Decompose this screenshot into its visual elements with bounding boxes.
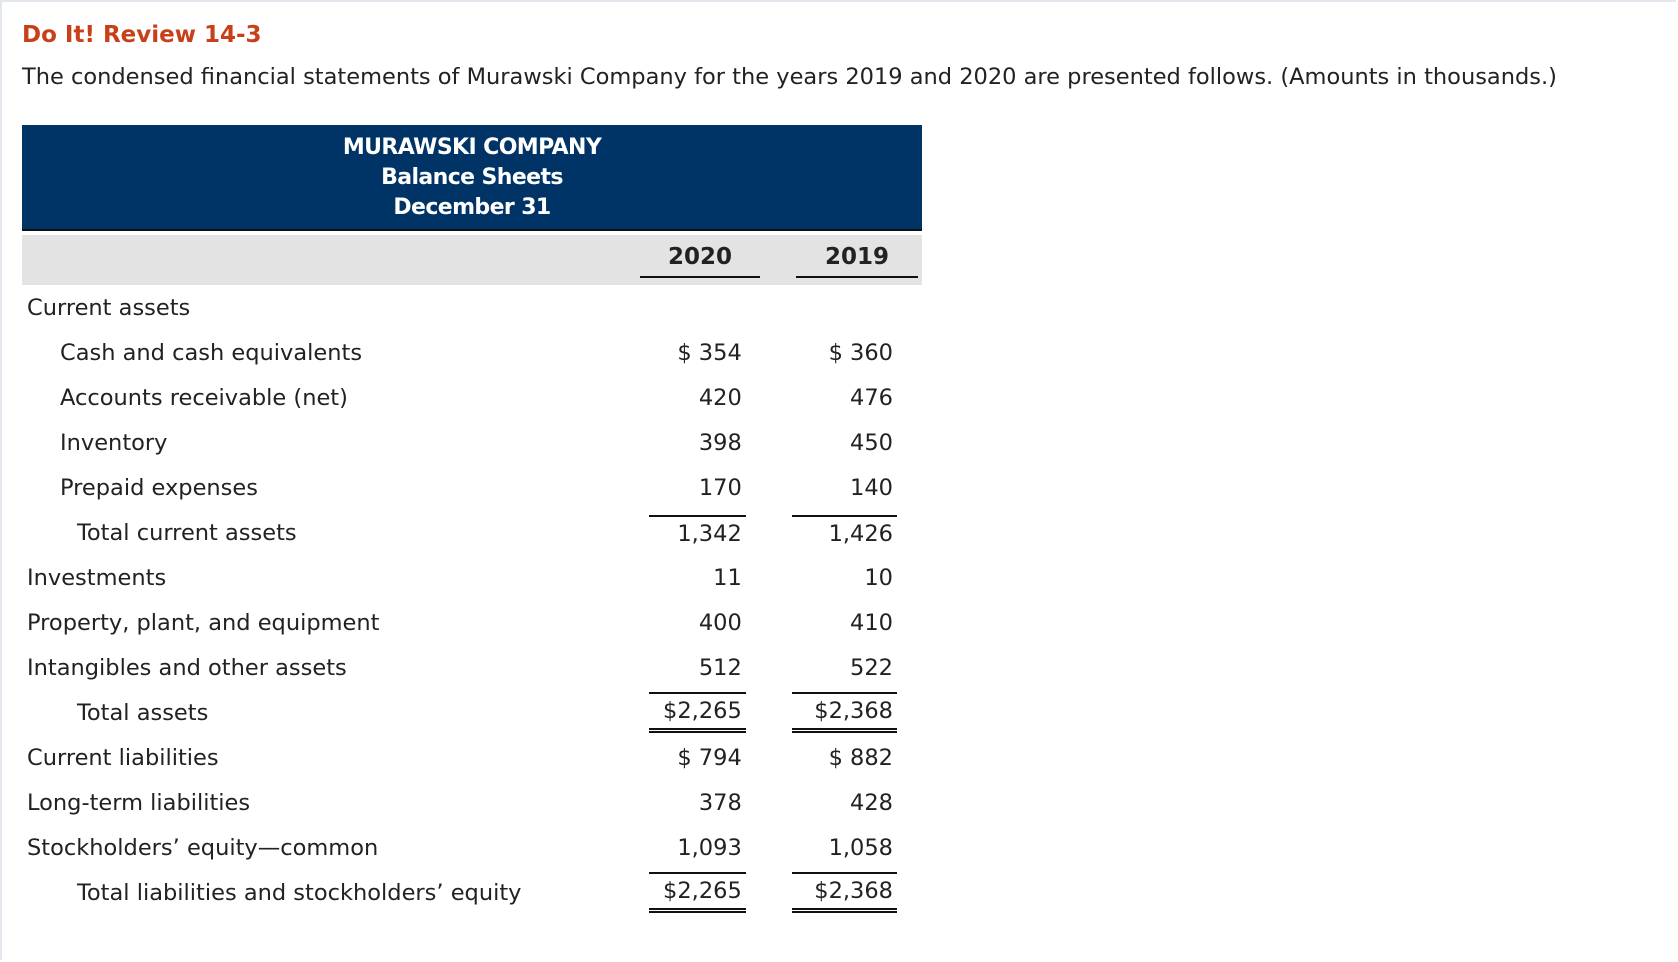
value: $2,368 <box>791 872 897 913</box>
value: 10 <box>864 564 893 591</box>
row-label: Long-term liabilities <box>27 789 251 816</box>
cell: $2,265 <box>644 690 779 735</box>
value: 476 <box>850 384 893 411</box>
row: Intangibles and other assets 512 522 <box>22 645 922 690</box>
cell: 10 <box>780 555 922 600</box>
cell <box>644 285 779 330</box>
row: Accounts receivable (net) 420 476 <box>22 375 922 420</box>
row: Total liabilities and stockholders’ equi… <box>22 870 922 915</box>
value: 140 <box>850 474 893 501</box>
balance-sheet: Current assets Cash and cash equivalents $… <box>22 285 922 915</box>
row-label: Stockholders’ equity—common <box>27 834 379 861</box>
row-label: Accounts receivable (net) <box>60 384 348 411</box>
cell: 1,342 <box>644 510 779 555</box>
value: 410 <box>850 609 893 636</box>
heading-line: Balance Sheets <box>381 165 563 190</box>
value: 1,058 <box>828 834 893 861</box>
cell: $2,368 <box>780 690 922 735</box>
cell: 428 <box>780 780 922 825</box>
value: $ 794 <box>677 744 742 771</box>
cell: 410 <box>780 600 922 645</box>
value: $2,265 <box>649 872 746 913</box>
value: 398 <box>698 429 742 456</box>
cell: 1,093 <box>644 825 779 870</box>
row-label: Total liabilities and stockholders’ equi… <box>77 879 522 906</box>
cell: 420 <box>644 375 779 420</box>
row-label: Total current assets <box>77 519 297 546</box>
row-label: Current liabilities <box>27 744 219 771</box>
row: Total assets $2,265 $2,368 <box>22 690 922 735</box>
cell: $2,368 <box>780 870 922 915</box>
cell: 450 <box>780 420 922 465</box>
cell: 398 <box>644 420 779 465</box>
row-label: Total assets <box>77 699 209 726</box>
cell: $ 360 <box>780 330 922 375</box>
cell: 170 <box>644 465 779 510</box>
column-header: 2020 <box>640 240 760 278</box>
cell: 400 <box>644 600 779 645</box>
row-label: Cash and cash equivalents <box>60 339 363 366</box>
row: Current assets <box>22 285 922 330</box>
heading-line: MURAWSKI COMPANY <box>342 135 602 160</box>
value: 400 <box>698 609 742 636</box>
row: Cash and cash equivalents $ 354 $ 360 <box>22 330 922 375</box>
cell: $ 794 <box>644 735 779 780</box>
column-band <box>22 235 922 285</box>
cell: 476 <box>780 375 922 420</box>
cell: $ 354 <box>644 330 779 375</box>
value: $ 354 <box>677 339 742 366</box>
row-label: Intangibles and other assets <box>27 654 347 681</box>
table-heading: MURAWSKI COMPANY Balance Sheets December… <box>22 125 922 231</box>
intro: The condensed financial statements of Mu… <box>22 64 1557 90</box>
title: Do It! Review 14-3 <box>22 22 262 48</box>
row: Stockholders’ equity—common 1,093 1,058 <box>22 825 922 870</box>
row: Current liabilities $ 794 $ 882 <box>22 735 922 780</box>
value: 450 <box>850 429 893 456</box>
value: 1,342 <box>649 514 746 551</box>
value: 170 <box>698 474 742 501</box>
row: Investments 11 10 <box>22 555 922 600</box>
row: Property, plant, and equipment 400 410 <box>22 600 922 645</box>
value: 378 <box>698 789 742 816</box>
value: 512 <box>698 654 742 681</box>
value: 1,093 <box>677 834 742 861</box>
row-label: Inventory <box>60 429 168 456</box>
value: 11 <box>713 564 742 591</box>
row: Prepaid expenses 170 140 <box>22 465 922 510</box>
row-label: Investments <box>27 564 167 591</box>
cell: $2,265 <box>644 870 779 915</box>
row: Long-term liabilities 378 428 <box>22 780 922 825</box>
cell: 1,426 <box>780 510 922 555</box>
value: 522 <box>850 654 893 681</box>
cell: 378 <box>644 780 779 825</box>
row-label: Prepaid expenses <box>60 474 258 501</box>
row-label: Current assets <box>27 294 191 321</box>
cell: 512 <box>644 645 779 690</box>
heading-line: December 31 <box>393 195 551 220</box>
cell: 140 <box>780 465 922 510</box>
value: $ 360 <box>828 339 893 366</box>
value: $2,368 <box>791 692 897 733</box>
cell: 522 <box>780 645 922 690</box>
value: $ 882 <box>828 744 893 771</box>
value: 1,426 <box>791 514 897 551</box>
value: 420 <box>698 384 742 411</box>
cell: $ 882 <box>780 735 922 780</box>
row: Total current assets 1,342 1,426 <box>22 510 922 555</box>
cell <box>780 285 922 330</box>
value: 428 <box>850 789 893 816</box>
row: Inventory 398 450 <box>22 420 922 465</box>
value: $2,265 <box>649 692 746 733</box>
cell: 1,058 <box>780 825 922 870</box>
cell: 11 <box>644 555 779 600</box>
row-label: Property, plant, and equipment <box>27 609 380 636</box>
column-header: 2019 <box>796 240 918 278</box>
